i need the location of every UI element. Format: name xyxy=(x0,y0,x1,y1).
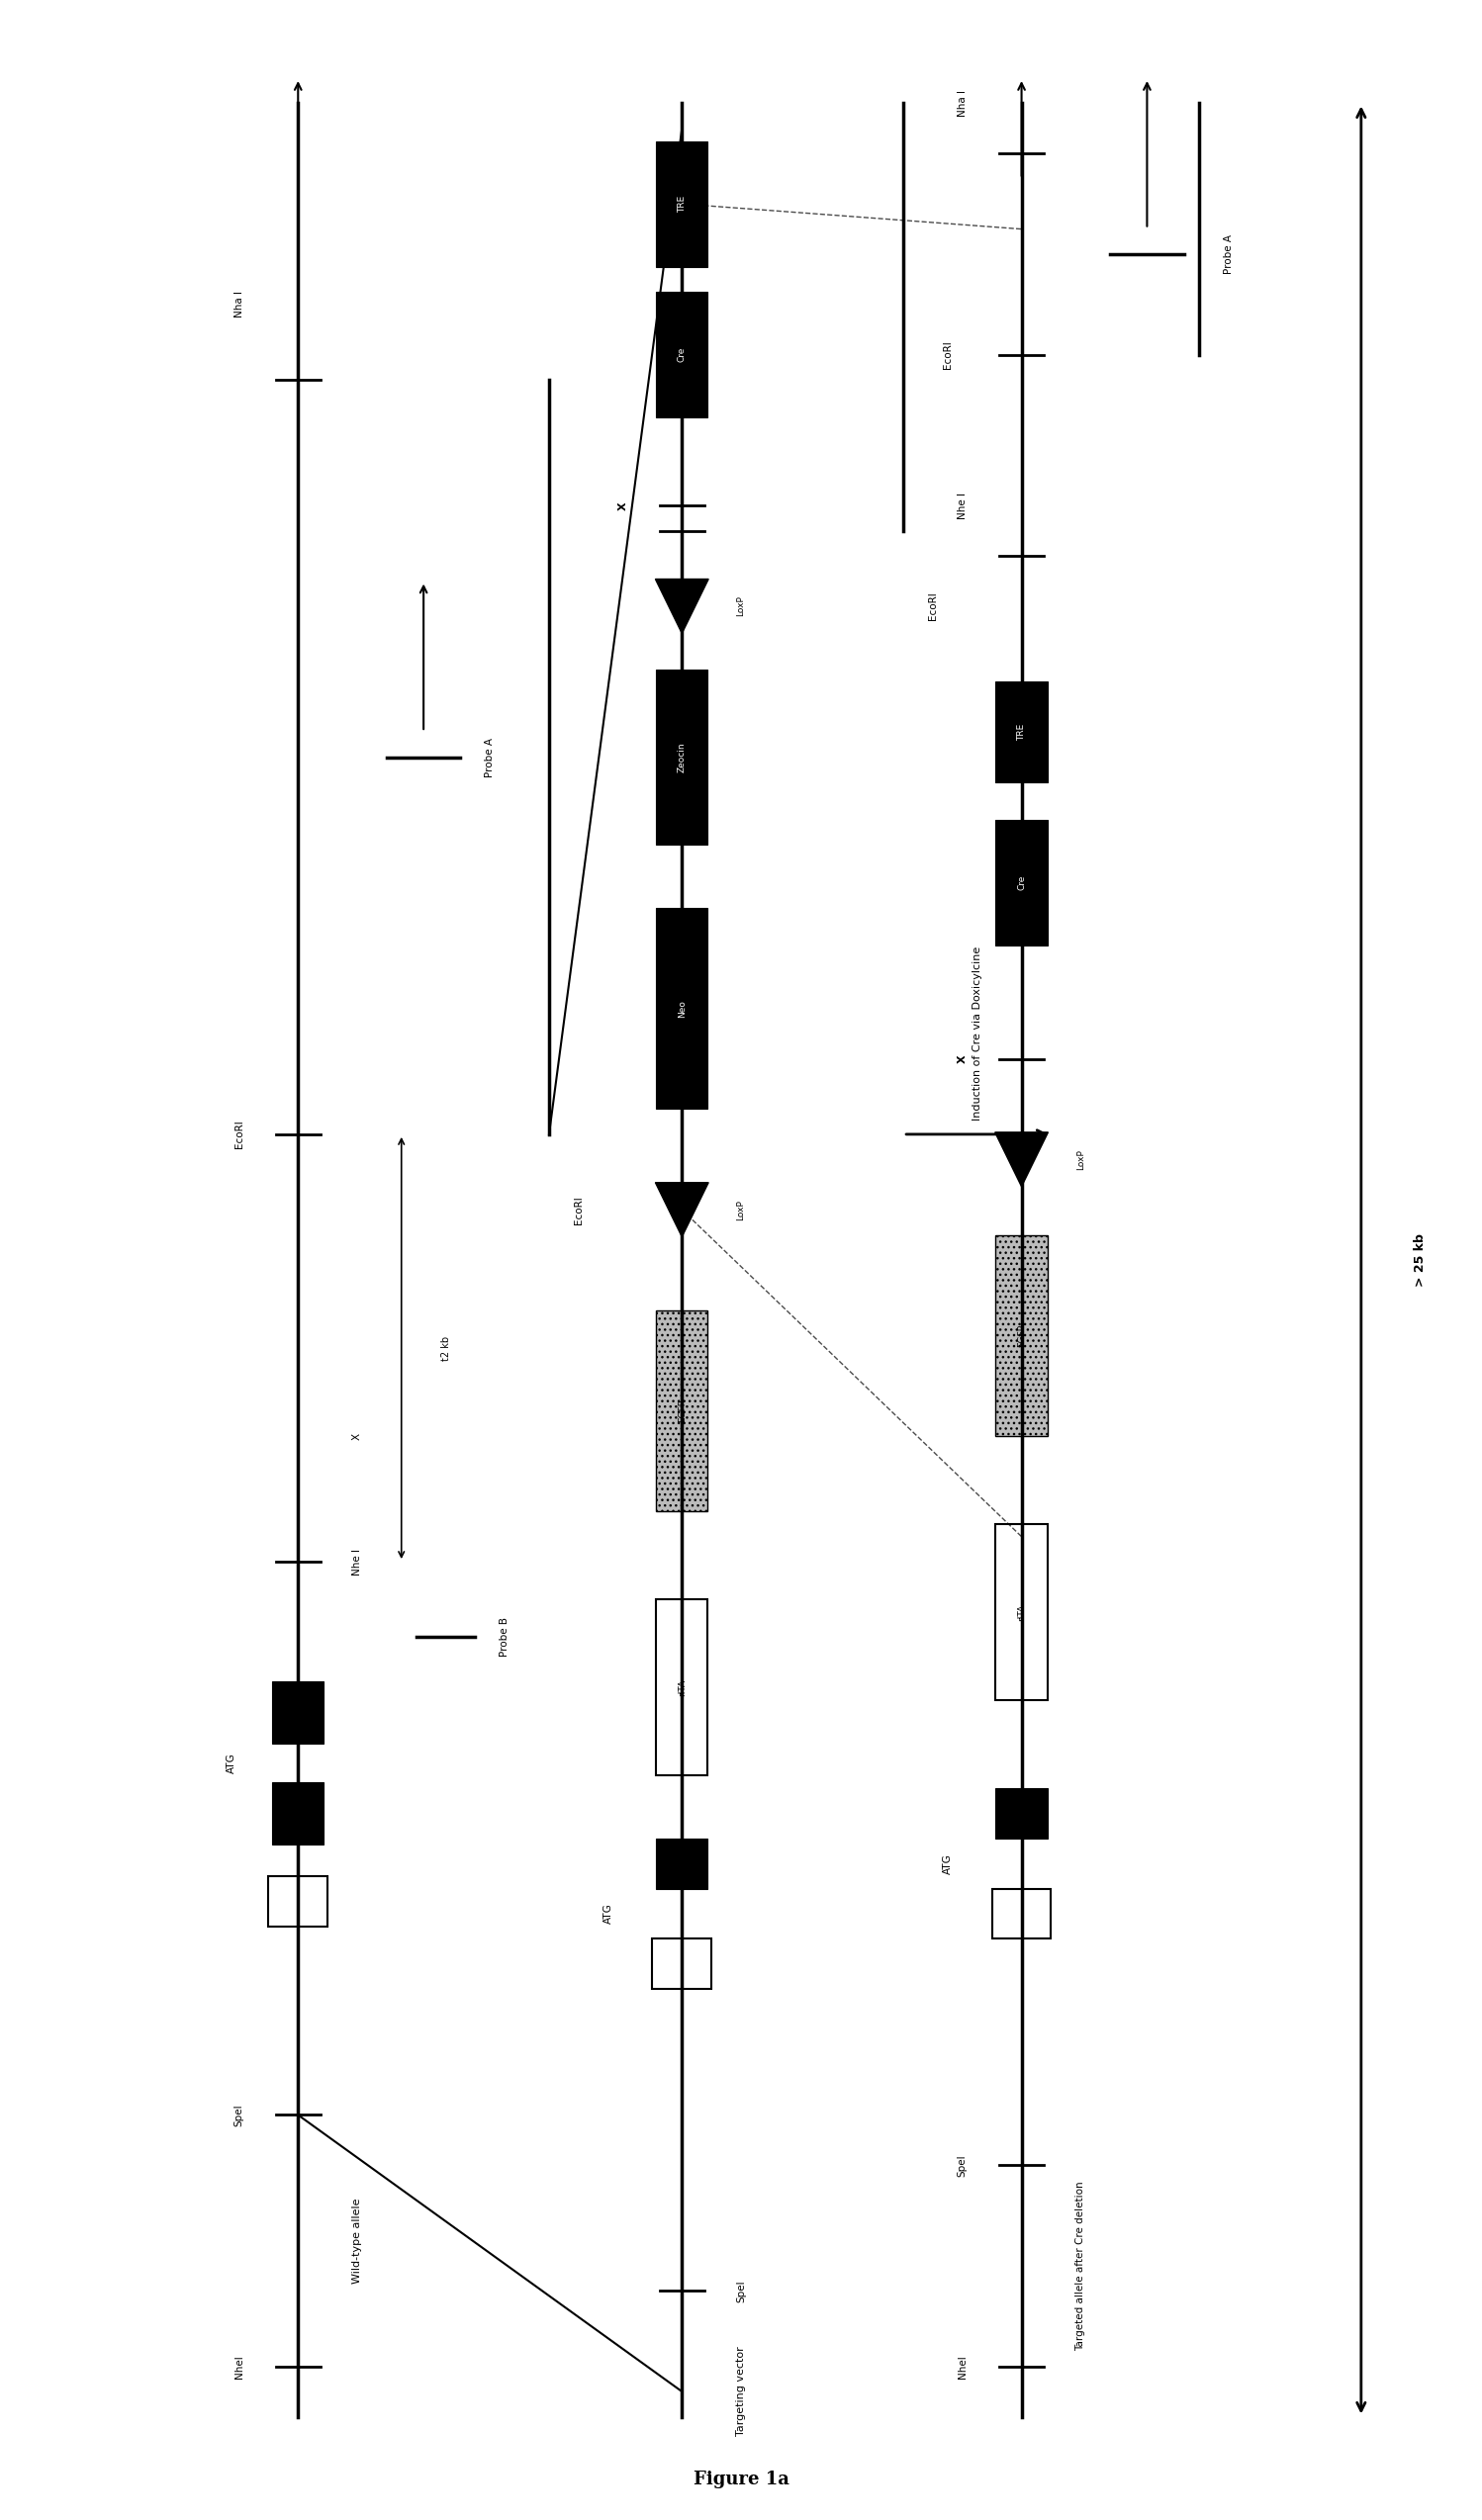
Bar xyxy=(657,670,708,844)
Bar xyxy=(996,1525,1048,1701)
Bar xyxy=(996,683,1048,781)
Text: ATG: ATG xyxy=(603,1903,614,1925)
Text: X: X xyxy=(353,1431,362,1439)
Text: TRE: TRE xyxy=(677,197,686,212)
Bar xyxy=(273,1782,325,1845)
Text: Nha I: Nha I xyxy=(234,292,245,318)
Text: Targeting vector: Targeting vector xyxy=(737,2346,745,2437)
Bar xyxy=(996,1789,1048,1837)
Bar xyxy=(273,1681,325,1744)
Text: ATG: ATG xyxy=(227,1751,237,1774)
Text: TRE: TRE xyxy=(1017,723,1026,741)
Polygon shape xyxy=(655,1182,708,1237)
Text: Nhel: Nhel xyxy=(957,2354,968,2379)
Text: Zeocin: Zeocin xyxy=(677,741,686,771)
Text: EGFP: EGFP xyxy=(1017,1323,1026,1346)
Bar xyxy=(996,1235,1048,1436)
Text: Neo: Neo xyxy=(677,1000,686,1018)
Text: EcoRI: EcoRI xyxy=(943,340,953,368)
Text: LoxP: LoxP xyxy=(737,595,745,617)
Bar xyxy=(996,819,1048,945)
Text: Induction of Cre via Doxicylcine: Induction of Cre via Doxicylcine xyxy=(972,948,983,1121)
Text: Nhe I: Nhe I xyxy=(957,491,968,519)
Bar xyxy=(657,1600,708,1777)
Polygon shape xyxy=(994,1131,1048,1187)
Text: X: X xyxy=(618,501,628,509)
Text: Nhel: Nhel xyxy=(234,2354,245,2379)
Text: Nhe I: Nhe I xyxy=(353,1547,362,1575)
Bar xyxy=(652,1938,711,1988)
Text: rITA: rITA xyxy=(1017,1603,1026,1620)
Text: t2 kb: t2 kb xyxy=(440,1336,451,1361)
Text: EGFP: EGFP xyxy=(677,1399,686,1421)
Text: Probe B: Probe B xyxy=(499,1618,510,1658)
Polygon shape xyxy=(655,580,708,633)
Text: EcoRI: EcoRI xyxy=(234,1119,245,1149)
Text: LoxP: LoxP xyxy=(737,1200,745,1220)
Bar xyxy=(657,1837,708,1887)
Text: ATG: ATG xyxy=(943,1852,953,1875)
Text: EcoRI: EcoRI xyxy=(928,592,938,620)
Text: Cre: Cre xyxy=(677,348,686,363)
Text: Wild-type allele: Wild-type allele xyxy=(353,2197,362,2283)
Text: Targeted allele after Cre deletion: Targeted allele after Cre deletion xyxy=(1076,2180,1085,2351)
Bar xyxy=(657,141,708,267)
Text: LoxP: LoxP xyxy=(1076,1149,1085,1169)
Bar xyxy=(657,907,708,1109)
Text: SpeI: SpeI xyxy=(957,2155,968,2177)
Text: EcoRI: EcoRI xyxy=(574,1194,584,1225)
Text: rITA: rITA xyxy=(677,1678,686,1696)
Text: X: X xyxy=(957,1053,968,1063)
Text: Cre: Cre xyxy=(1017,874,1026,890)
Text: Nha I: Nha I xyxy=(957,91,968,116)
Bar xyxy=(268,1875,328,1925)
Text: Figure 1a: Figure 1a xyxy=(694,2470,788,2487)
Bar xyxy=(657,292,708,418)
Text: Probe A: Probe A xyxy=(485,738,495,776)
Text: SpeI: SpeI xyxy=(234,2104,245,2127)
Text: Probe A: Probe A xyxy=(1223,234,1233,275)
Text: SpeI: SpeI xyxy=(737,2281,745,2303)
Bar xyxy=(657,1310,708,1512)
Bar xyxy=(991,1887,1051,1938)
Text: > 25 kb: > 25 kb xyxy=(1414,1232,1427,1288)
